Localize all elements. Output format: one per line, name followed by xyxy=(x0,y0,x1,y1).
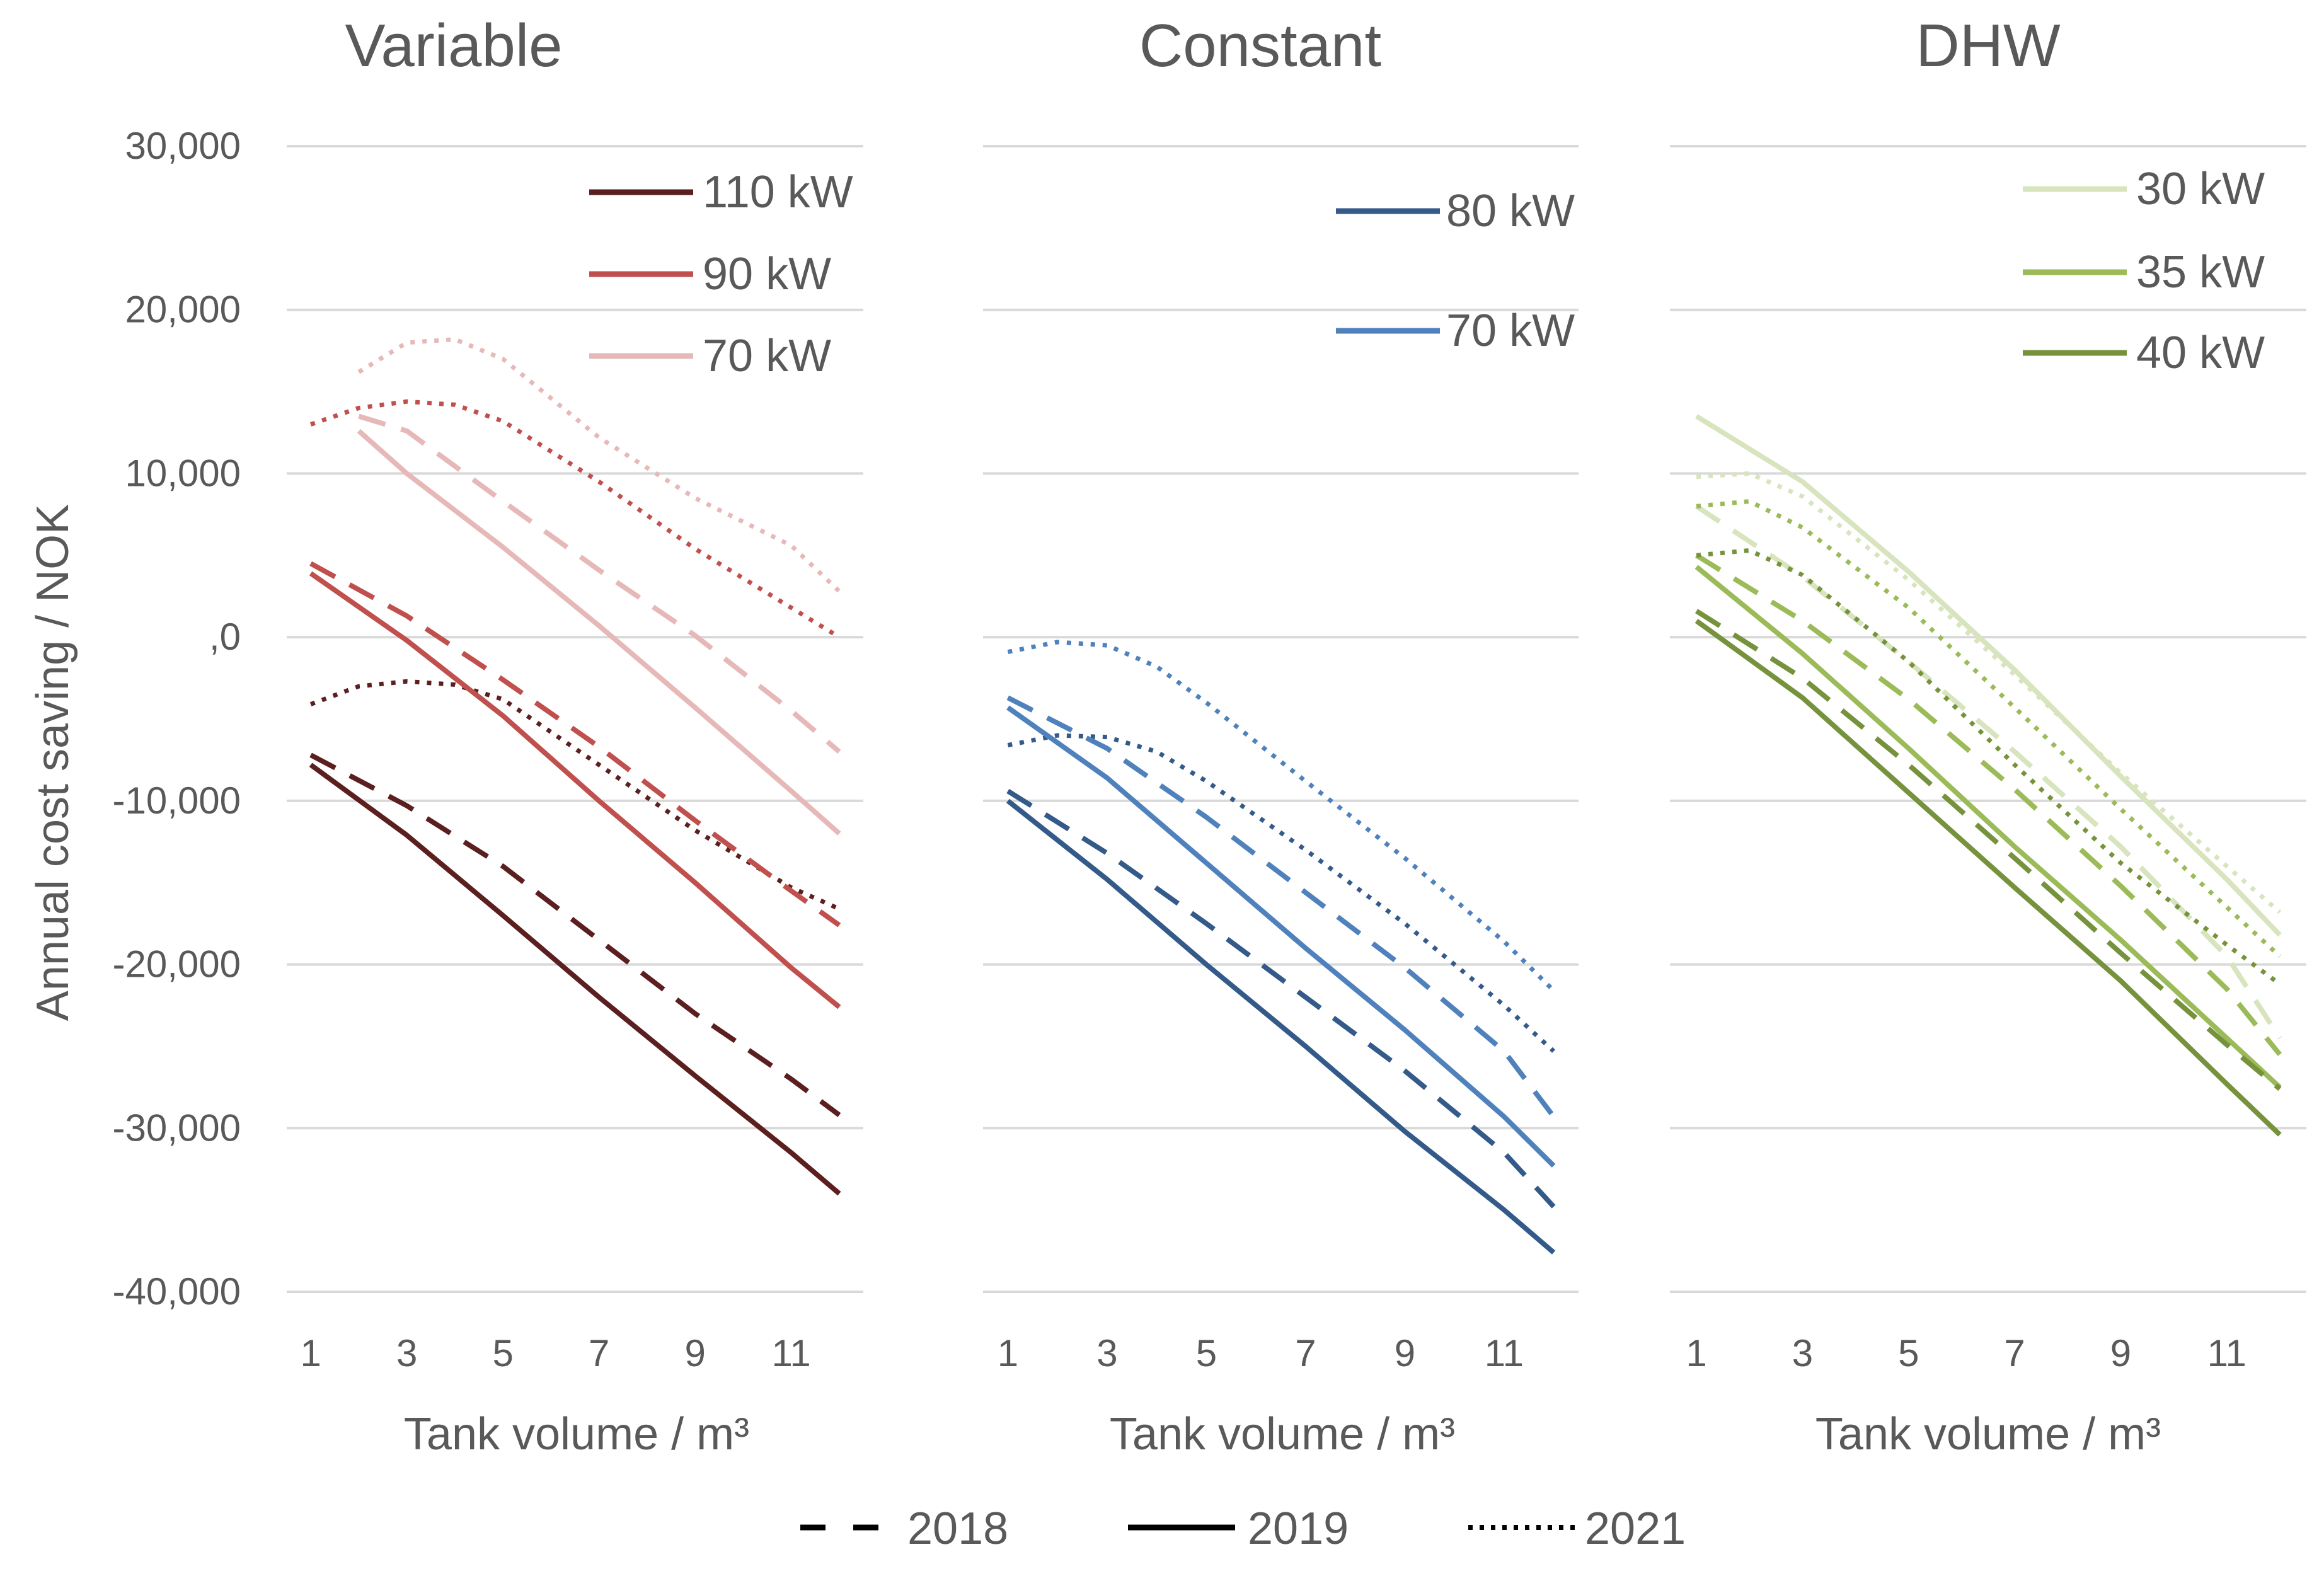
series-line-constant-80kw-2019 xyxy=(1006,798,1556,1255)
y-tick-label: ,0 xyxy=(209,616,241,658)
x-tick-label: 7 xyxy=(2004,1332,2025,1374)
series-line-constant-70kw-2019 xyxy=(1006,705,1556,1168)
x-tick-label: 7 xyxy=(589,1332,609,1374)
series-line-variable-90kw-2019 xyxy=(309,571,841,1009)
x-tick-label: 7 xyxy=(1295,1332,1316,1374)
series-line-dhw-40kw-2021 xyxy=(1696,548,2281,986)
series-line-constant-80kw-2018 xyxy=(1006,788,1556,1209)
year-legend: 2018 2019 2021 xyxy=(800,1504,1686,1554)
legend-label: 70 kW xyxy=(1446,306,1575,356)
legend-label: 90 kW xyxy=(703,249,831,299)
x-axis-title-dhw: Tank volume / m³ xyxy=(1815,1409,2161,1459)
series-line-dhw-35kw-2021 xyxy=(1696,499,2282,958)
axis-text: Variable Constant DHW Annual cost saving… xyxy=(28,12,2246,1459)
x-axis-title-variable: Tank volume / m³ xyxy=(404,1409,749,1459)
x-tick-label: 11 xyxy=(771,1332,810,1374)
x-tick-label: 1 xyxy=(300,1332,321,1374)
x-axis-title-constant: Tank volume / m³ xyxy=(1110,1409,1455,1459)
x-tick-label: 11 xyxy=(1485,1332,1524,1374)
legend-label: 110 kW xyxy=(703,167,853,217)
series-line-dhw-40kw-2019 xyxy=(1694,618,2282,1137)
series-line-dhw-35kw-2019 xyxy=(1694,565,2282,1090)
y-tick-label: -40,000 xyxy=(113,1270,241,1313)
series-line-constant-70kw-2021 xyxy=(1007,640,1556,992)
series-line-variable-70kw-2019 xyxy=(357,429,841,836)
series-line-constant-80kw-2021 xyxy=(1007,733,1555,1053)
panel-title-dhw: DHW xyxy=(1916,12,2061,79)
x-tick-label: 5 xyxy=(1196,1332,1217,1374)
x-tick-label: 3 xyxy=(1096,1332,1117,1374)
series-line-variable-110kw-2018 xyxy=(309,752,841,1117)
series-line-variable-90kw-2018 xyxy=(309,561,841,928)
series-line-dhw-30kw-2019 xyxy=(1694,414,2282,937)
legend-label: 30 kW xyxy=(2136,164,2265,214)
series-line-variable-90kw-2021 xyxy=(309,399,841,640)
x-tick-label: 3 xyxy=(1792,1332,1813,1374)
series-line-constant-70kw-2018 xyxy=(1006,695,1556,1119)
year-legend-label-2018: 2018 xyxy=(907,1504,1008,1554)
series-line-variable-70kw-2021 xyxy=(357,337,841,593)
series-line-variable-70kw-2018 xyxy=(358,413,841,754)
legend-label: 80 kW xyxy=(1446,186,1575,236)
y-tick-label: -10,000 xyxy=(113,779,241,822)
series-line-dhw-30kw-2018 xyxy=(1694,504,2282,1040)
series-line-dhw-30kw-2021 xyxy=(1696,471,2282,914)
panel-title-variable: Variable xyxy=(345,12,562,79)
year-legend-label-2021: 2021 xyxy=(1585,1504,1686,1554)
gridlines xyxy=(287,145,2306,1293)
legend-label: 70 kW xyxy=(703,331,831,381)
y-tick-label: 30,000 xyxy=(125,125,241,167)
year-legend-label-2019: 2019 xyxy=(1248,1504,1349,1554)
x-tick-label: 3 xyxy=(396,1332,417,1374)
panel-legends: 110 kW 90 kW 70 kW 80 kW 70 kW 30 kW 35 kW 40 k… xyxy=(589,164,2265,381)
series-line-dhw-35kw-2018 xyxy=(1694,553,2282,1056)
x-tick-label: 5 xyxy=(492,1332,513,1374)
y-tick-label: -20,000 xyxy=(113,943,241,986)
series-line-dhw-40kw-2018 xyxy=(1694,609,2282,1091)
x-tick-label: 1 xyxy=(1686,1332,1706,1374)
x-tick-label: 9 xyxy=(2110,1332,2131,1374)
x-tick-label: 5 xyxy=(1898,1332,1919,1374)
panel-title-constant: Constant xyxy=(1139,12,1381,79)
x-tick-label: 11 xyxy=(2207,1332,2246,1374)
legend-label: 35 kW xyxy=(2136,247,2265,297)
x-tick-label: 9 xyxy=(1395,1332,1415,1374)
x-tick-label: 9 xyxy=(684,1332,705,1374)
x-tick-label: 1 xyxy=(998,1332,1018,1374)
y-tick-label: -30,000 xyxy=(113,1107,241,1149)
legend-label: 40 kW xyxy=(2136,328,2265,378)
series-lines xyxy=(309,337,2282,1255)
y-axis-title: Annual cost saving / NOK xyxy=(28,504,78,1021)
series-line-variable-110kw-2019 xyxy=(309,762,841,1196)
y-tick-label: 20,000 xyxy=(125,289,241,331)
y-tick-label: 10,000 xyxy=(125,452,241,494)
